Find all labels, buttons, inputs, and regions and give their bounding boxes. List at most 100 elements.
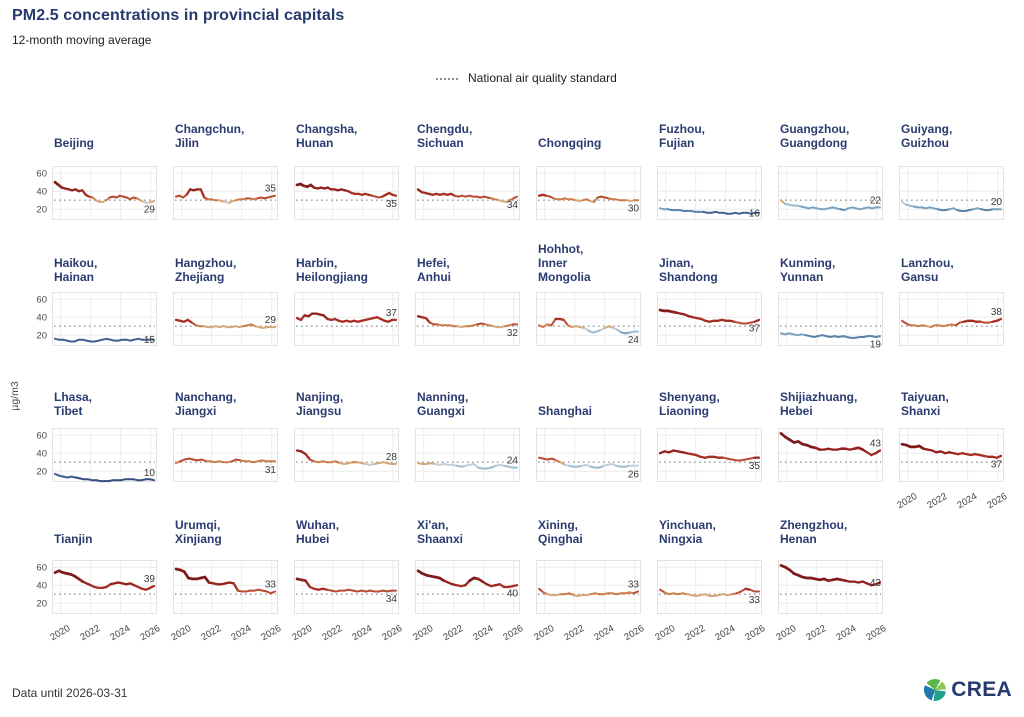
svg-text:2024: 2024 xyxy=(471,623,495,643)
chart-plot: 38 xyxy=(899,292,1016,346)
svg-text:20: 20 xyxy=(991,197,1003,208)
chart-plot: 31 xyxy=(173,428,290,482)
svg-text:33: 33 xyxy=(628,580,640,591)
svg-text:40: 40 xyxy=(36,581,47,592)
chart-hohhot-inner-mongolia: Hohhot, Inner Mongolia 24 xyxy=(532,238,653,346)
svg-text:30: 30 xyxy=(628,204,640,215)
svg-text:20: 20 xyxy=(36,467,47,478)
chart-title: Tianjin xyxy=(54,531,93,546)
chart-plot: 15 20 40 60 xyxy=(36,292,169,346)
chart-plot: 24 xyxy=(536,292,653,346)
chart-title: Wuhan, Hubei xyxy=(296,517,340,546)
chart-beijing: Beijing 29 20 40 60 xyxy=(36,104,169,220)
svg-text:2022: 2022 xyxy=(683,623,707,643)
svg-text:2026: 2026 xyxy=(864,623,888,643)
chart-title: Taiyuan, Shanxi xyxy=(901,389,949,418)
chart-plot: 29 20 40 60 xyxy=(36,166,169,220)
chart-plot: 33 2020 2022 2024 2026 xyxy=(532,560,653,646)
chart-nanjing-jiangsu: Nanjing, Jiangsu 28 xyxy=(290,374,411,514)
chart-plot: 43 2020 2022 2024 2026 xyxy=(774,560,895,646)
chart-plot: 37 xyxy=(294,292,411,346)
svg-text:20: 20 xyxy=(36,205,47,216)
svg-text:2022: 2022 xyxy=(925,491,949,511)
chart-shenyang-liaoning: Shenyang, Liaoning 35 xyxy=(653,374,774,514)
chart-haikou-hainan: Haikou, Hainan 15 20 40 60 xyxy=(36,238,169,346)
chart-plot: 16 xyxy=(657,166,774,220)
svg-text:2022: 2022 xyxy=(320,623,344,643)
chart-lhasa-tibet: Lhasa, Tibet 10 20 40 60 xyxy=(36,374,169,514)
svg-text:60: 60 xyxy=(36,563,47,574)
chart-hangzhou-zhejiang: Hangzhou, Zhejiang 29 xyxy=(169,238,290,346)
svg-text:2020: 2020 xyxy=(290,623,314,643)
chart-title: Nanjing, Jiangsu xyxy=(296,389,344,418)
y-axis-unit-label: µg/m3 xyxy=(9,381,21,411)
svg-text:2022: 2022 xyxy=(441,623,465,643)
svg-text:33: 33 xyxy=(265,580,277,591)
legend-label: National air quality standard xyxy=(468,71,617,85)
svg-text:28: 28 xyxy=(386,452,398,463)
chart-title: Haikou, Hainan xyxy=(54,255,98,284)
chart-title: Xining, Qinghai xyxy=(538,517,583,546)
svg-text:35: 35 xyxy=(265,184,277,195)
svg-text:37: 37 xyxy=(991,459,1003,470)
svg-text:2026: 2026 xyxy=(501,623,525,643)
chart-title: Lanzhou, Gansu xyxy=(901,255,954,284)
svg-text:60: 60 xyxy=(36,169,47,180)
chart-plot: 26 xyxy=(536,428,653,482)
crea-logo-text: CREA xyxy=(951,678,1012,701)
svg-text:2024: 2024 xyxy=(229,623,253,643)
chart-title: Nanchang, Jiangxi xyxy=(175,389,237,418)
svg-text:40: 40 xyxy=(36,449,47,460)
chart-title: Urumqi, Xinjiang xyxy=(175,517,222,546)
svg-text:22: 22 xyxy=(870,195,882,206)
svg-text:33: 33 xyxy=(749,595,761,606)
chart-yinchuan-ningxia: Yinchuan, Ningxia 33 2020 2022 2024 2026 xyxy=(653,506,774,646)
chart-plot: 35 xyxy=(657,428,774,482)
svg-text:38: 38 xyxy=(991,307,1003,318)
page-title: PM2.5 concentrations in provincial capit… xyxy=(12,7,345,24)
chart-plot: 43 xyxy=(778,428,895,482)
chart-title: Hefei, Anhui xyxy=(417,255,451,284)
chart-plot: 30 xyxy=(536,166,653,220)
svg-text:37: 37 xyxy=(749,323,761,334)
chart-plot: 28 xyxy=(294,428,411,482)
chart-plot: 33 2020 2022 2024 2026 xyxy=(169,560,290,646)
chart-plot: 33 2020 2022 2024 2026 xyxy=(653,560,774,646)
chart-title: Guangzhou, Guangdong xyxy=(780,121,850,150)
chart-plot: 37 2020 2022 2024 2026 xyxy=(895,428,1016,514)
chart-title: Xi'an, Shaanxi xyxy=(417,517,464,546)
legend: National air quality standard xyxy=(436,71,617,85)
chart-plot: 39 20 40 60 2020 2022 2024 2026 xyxy=(36,560,169,646)
svg-text:2026: 2026 xyxy=(743,623,767,643)
crea-logo-icon xyxy=(924,679,947,701)
chart-plot: 40 2020 2022 2024 2026 xyxy=(411,560,532,646)
svg-text:2020: 2020 xyxy=(532,623,556,643)
chart-title: Chongqing xyxy=(538,135,602,150)
svg-text:35: 35 xyxy=(386,199,398,210)
chart-plot: 37 xyxy=(657,292,774,346)
svg-text:2024: 2024 xyxy=(592,623,616,643)
svg-text:2022: 2022 xyxy=(199,623,223,643)
svg-text:26: 26 xyxy=(628,469,640,480)
chart-title: Changchun, Jilin xyxy=(175,121,245,150)
svg-text:2020: 2020 xyxy=(774,623,798,643)
chart-title: Zhengzhou, Henan xyxy=(780,517,848,546)
chart-title: Lhasa, Tibet xyxy=(54,389,93,418)
svg-text:34: 34 xyxy=(386,594,398,605)
svg-text:29: 29 xyxy=(144,205,156,216)
svg-text:20: 20 xyxy=(36,599,47,610)
svg-text:37: 37 xyxy=(386,308,398,319)
svg-text:31: 31 xyxy=(265,465,277,476)
chart-harbin-heilongjiang: Harbin, Heilongjiang 37 xyxy=(290,238,411,346)
chart-kunming-yunnan: Kunming, Yunnan 19 xyxy=(774,238,895,351)
svg-text:40: 40 xyxy=(36,313,47,324)
chart-plot: 34 2020 2022 2024 2026 xyxy=(290,560,411,646)
chart-zhengzhou-henan: Zhengzhou, Henan 43 2020 2022 2024 2026 xyxy=(774,506,895,646)
svg-text:2024: 2024 xyxy=(350,623,374,643)
chart-plot: 22 xyxy=(778,166,895,220)
chart-title: Jinan, Shandong xyxy=(659,255,718,284)
chart-plot: 19 xyxy=(778,292,895,351)
chart-nanning-guangxi: Nanning, Guangxi 24 xyxy=(411,374,532,514)
chart-title: Hangzhou, Zhejiang xyxy=(175,255,237,284)
chart-tianjin: Tianjin 39 20 40 60 2020 2022 2024 2026 xyxy=(36,506,169,646)
